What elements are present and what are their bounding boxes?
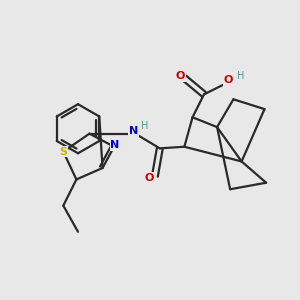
Text: O: O [176,71,185,81]
Text: H: H [237,71,244,81]
Text: S: S [59,147,67,157]
Text: H: H [141,122,148,131]
Text: N: N [110,140,120,150]
Text: N: N [129,126,138,136]
Text: O: O [144,173,154,183]
Text: O: O [224,75,233,85]
